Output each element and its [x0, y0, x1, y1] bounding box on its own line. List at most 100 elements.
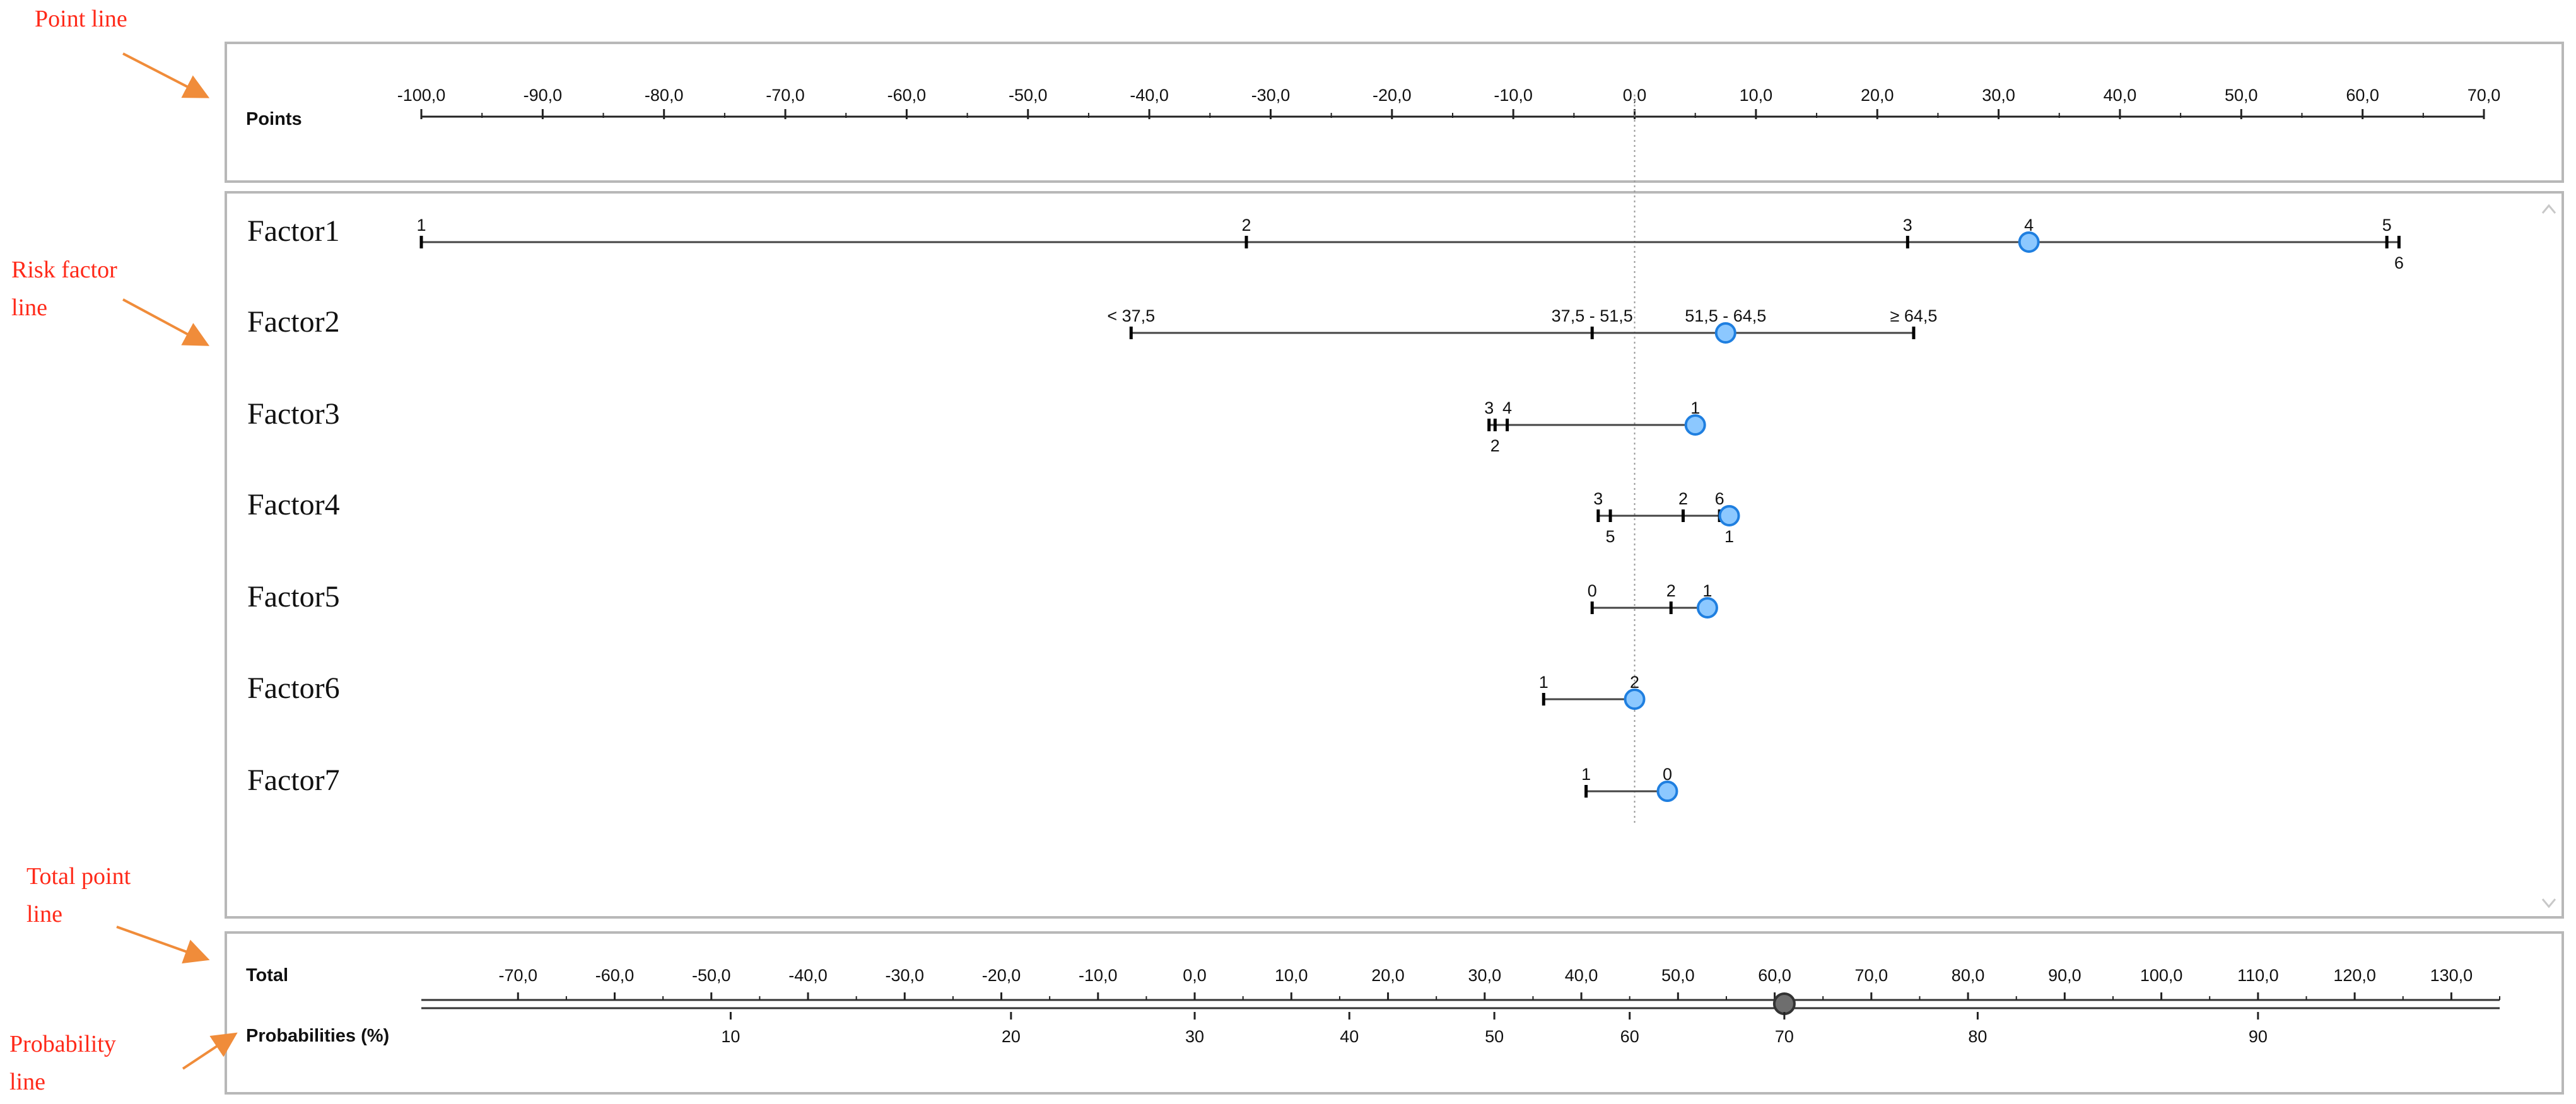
points-panel — [225, 42, 2564, 183]
factor-level-label: 3 — [1484, 398, 1494, 417]
total-axis-tick-label: 110,0 — [2237, 966, 2279, 985]
factor-level-label: 1 — [1539, 673, 1549, 692]
points-axis-tick-label: 10,0 — [1740, 86, 1773, 105]
factor-level-label: 6 — [2394, 253, 2404, 272]
annotation-total-point-line-1: Total point — [26, 863, 131, 890]
probability-axis-tick-label: 90 — [2249, 1027, 2268, 1046]
factor-level-label: 6 — [1715, 489, 1724, 508]
points-axis: -100,0 -90,0 -80,0 -70,0 -60,0 -50,0 -40,0 -30,… — [397, 86, 2500, 119]
total-axis-tick-label: 30,0 — [1468, 966, 1502, 985]
points-axis-tick-label: -80,0 — [645, 86, 684, 105]
factor-level-label: 5 — [2382, 216, 2392, 235]
arrow-probability-line — [182, 1032, 238, 1070]
total-axis-tick-label: 20,0 — [1371, 966, 1405, 985]
arrow-risk-factor-line — [122, 298, 210, 346]
factor-row-4: Factor4 35 2 61 — [247, 488, 1740, 546]
factor-level-label: 3 — [1593, 489, 1603, 508]
points-axis-tick-label: -100,0 — [397, 86, 446, 105]
annotation-risk-factor-line-1: Risk factor — [11, 257, 117, 283]
total-axis-tick-label: 70,0 — [1855, 966, 1888, 985]
factor-level-label: 4 — [2024, 216, 2034, 235]
total-axis-tick-label: 50,0 — [1661, 966, 1695, 985]
probability-axis-tick-label: 20 — [1002, 1027, 1021, 1046]
total-axis-title: Total — [246, 965, 288, 985]
factor-row-3: Factor3 3 42 1 — [247, 397, 1706, 455]
total-axis-tick-label: 100,0 — [2140, 966, 2183, 985]
total-axis-tick-label: 10,0 — [1275, 966, 1308, 985]
total-axis-tick-label: 120,0 — [2333, 966, 2376, 985]
selected-level-marker — [1684, 414, 1706, 436]
factor-row-2: Factor2 < 37,5 37,5 - 51,5 51,5 - 64,5 ≥ 64,… — [247, 305, 1938, 344]
factor-level-label: 0 — [1588, 581, 1597, 600]
selected-level-marker — [1624, 689, 1646, 710]
probability-axis-tick-label: 50 — [1485, 1027, 1504, 1046]
selected-level-marker — [1718, 505, 1740, 526]
points-axis-tick-label: 50,0 — [2225, 86, 2258, 105]
arrow-total-point-line — [116, 926, 210, 964]
selected-level-marker — [1696, 597, 1718, 619]
points-axis-tick-label: -60,0 — [887, 86, 927, 105]
annotation-total-point-line-2: line — [26, 901, 62, 927]
probability-axis-tick-label: 30 — [1185, 1027, 1204, 1046]
total-axis-tick-label: 60,0 — [1758, 966, 1791, 985]
factor-level-label: 1 — [416, 216, 426, 235]
points-axis-tick-label: 60,0 — [2346, 86, 2379, 105]
total-axis-tick-label: -30,0 — [886, 966, 925, 985]
factor-level-label: ≥ 64,5 — [1890, 306, 1938, 325]
factor-level-label: 4 — [1502, 398, 1512, 417]
factor-level-label: 3 — [1903, 216, 1912, 235]
factor-level-label: 1 — [1581, 765, 1591, 784]
factor-level-label: 2 — [1678, 489, 1688, 508]
total-axis-tick-label: -10,0 — [1079, 966, 1118, 985]
total-axis-tick-label: 80,0 — [1952, 966, 1985, 985]
factor-level-label: 37,5 - 51,5 — [1552, 306, 1633, 325]
probability-axis: 10 20 30 40 50 60 70 80 90 — [721, 1012, 2268, 1046]
arrow-point-line — [122, 52, 210, 98]
total-axis-tick-label: -40,0 — [788, 966, 828, 985]
factor-name: Factor7 — [247, 764, 340, 797]
points-axis-tick-label: 40,0 — [2104, 86, 2137, 105]
selected-total-marker — [1772, 992, 1796, 1015]
selected-level-marker — [1714, 322, 1736, 344]
factor-level-label: 1 — [1690, 398, 1700, 417]
factor-name: Factor3 — [247, 397, 340, 431]
annotation-probability-line-1: Probability — [9, 1031, 116, 1057]
factor-level-label: < 37,5 — [1107, 306, 1155, 325]
total-axis-tick-label: -20,0 — [982, 966, 1021, 985]
total-axis: -70,0 -60,0 -50,0 -40,0 -30,0 -20,0 -10,0 0,0 10… — [421, 966, 2500, 1015]
factor-name: Factor2 — [247, 305, 340, 339]
factor-name: Factor4 — [247, 488, 340, 521]
total-axis-tick-label: 40,0 — [1565, 966, 1598, 985]
probability-axis-tick-label: 10 — [721, 1027, 740, 1046]
points-axis-tick-label: -40,0 — [1130, 86, 1169, 105]
scrollbar[interactable] — [2541, 204, 2556, 909]
factor-row-1: Factor1 1 2 3 4 56 — [247, 214, 2404, 272]
points-axis-tick-label: -90,0 — [524, 86, 563, 105]
annotation-point-line: Point line — [35, 6, 127, 32]
factor-level-label: 1 — [1724, 527, 1734, 546]
factors-panel — [225, 191, 2564, 919]
total-axis-tick-label: -70,0 — [498, 966, 537, 985]
factor-level-label: 2 — [1490, 436, 1500, 455]
total-panel — [225, 931, 2564, 1095]
total-axis-tick-label: 0,0 — [1183, 966, 1207, 985]
points-axis-tick-label: 20,0 — [1861, 86, 1894, 105]
factor-name: Factor5 — [247, 580, 340, 613]
factor-row-7: Factor7 1 0 — [247, 764, 1678, 802]
points-axis-title: Points — [246, 109, 302, 129]
selected-level-marker — [1656, 781, 1678, 802]
scroll-down-icon[interactable] — [2541, 898, 2556, 909]
points-axis-tick-label: -70,0 — [766, 86, 805, 105]
factor-level-label: 2 — [1666, 581, 1676, 600]
factor-name: Factor6 — [247, 671, 340, 705]
factor-row-6: Factor6 1 2 — [247, 671, 1646, 710]
points-axis-tick-label: -50,0 — [1009, 86, 1048, 105]
factor-level-label: 1 — [1702, 581, 1712, 600]
factor-level-label: 5 — [1606, 527, 1615, 546]
points-axis-tick-label: -30,0 — [1251, 86, 1291, 105]
points-axis-tick-label: -20,0 — [1373, 86, 1412, 105]
annotation-risk-factor-line-2: line — [11, 294, 47, 321]
scroll-up-icon[interactable] — [2541, 204, 2556, 214]
